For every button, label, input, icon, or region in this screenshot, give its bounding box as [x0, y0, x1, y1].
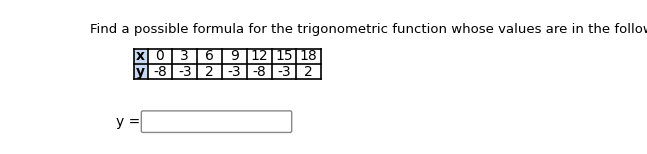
Text: Find a possible formula for the trigonometric function whose values are in the f: Find a possible formula for the trigonom… — [90, 23, 647, 36]
Text: 2: 2 — [205, 65, 214, 79]
Text: -3: -3 — [178, 65, 192, 79]
Text: 12: 12 — [250, 49, 268, 63]
Text: 0: 0 — [155, 49, 164, 63]
Text: y: y — [136, 65, 145, 79]
Text: x: x — [136, 49, 145, 63]
Text: 15: 15 — [275, 49, 292, 63]
Text: -8: -8 — [153, 65, 167, 79]
Text: 6: 6 — [205, 49, 214, 63]
Bar — [133, 49, 148, 64]
Text: 3: 3 — [181, 49, 189, 63]
Text: 9: 9 — [230, 49, 239, 63]
Text: y =: y = — [116, 115, 140, 129]
Text: -3: -3 — [228, 65, 241, 79]
Text: 2: 2 — [304, 65, 313, 79]
Text: -8: -8 — [252, 65, 266, 79]
Bar — [133, 64, 148, 79]
Text: -3: -3 — [277, 65, 291, 79]
Text: 18: 18 — [300, 49, 318, 63]
FancyBboxPatch shape — [141, 111, 292, 132]
